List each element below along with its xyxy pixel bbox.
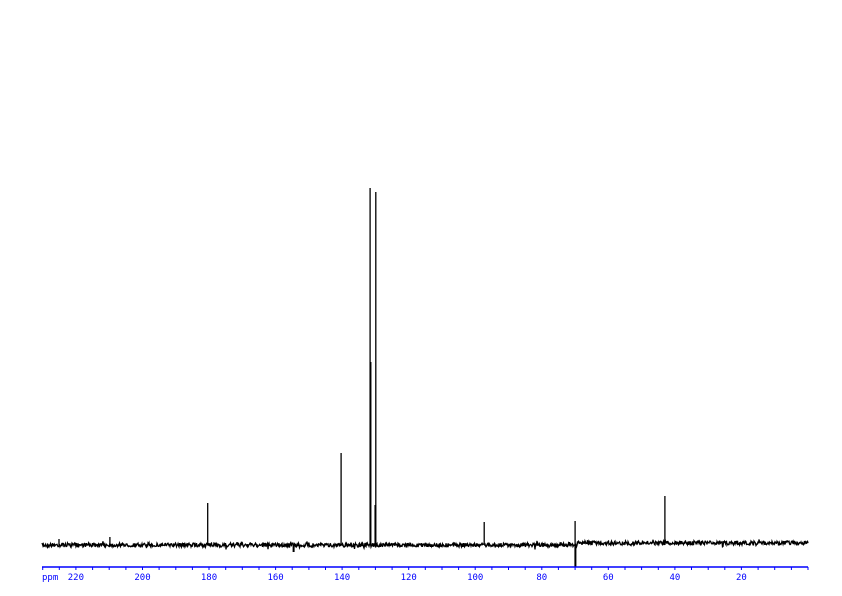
x-tick-label: 100 [467,573,483,583]
x-tick-label: 120 [401,573,417,583]
x-tick-label: 80 [536,573,547,583]
x-tick-label: 160 [267,573,283,583]
x-tick-label: 200 [134,573,150,583]
x-axis: ppm 220 200 180 160 140 120 100 80 60 40 20 [42,566,809,583]
baseline-noise [41,538,809,551]
x-tick-label: 180 [201,573,217,583]
spectrum-trace [41,188,809,567]
x-tick-label: 220 [68,573,84,583]
x-tick-label: 40 [669,573,680,583]
x-tick-label: 140 [334,573,350,583]
x-axis-unit-label: ppm [42,573,58,583]
x-tick-label: 20 [736,573,747,583]
x-tick-label: 60 [603,573,614,583]
